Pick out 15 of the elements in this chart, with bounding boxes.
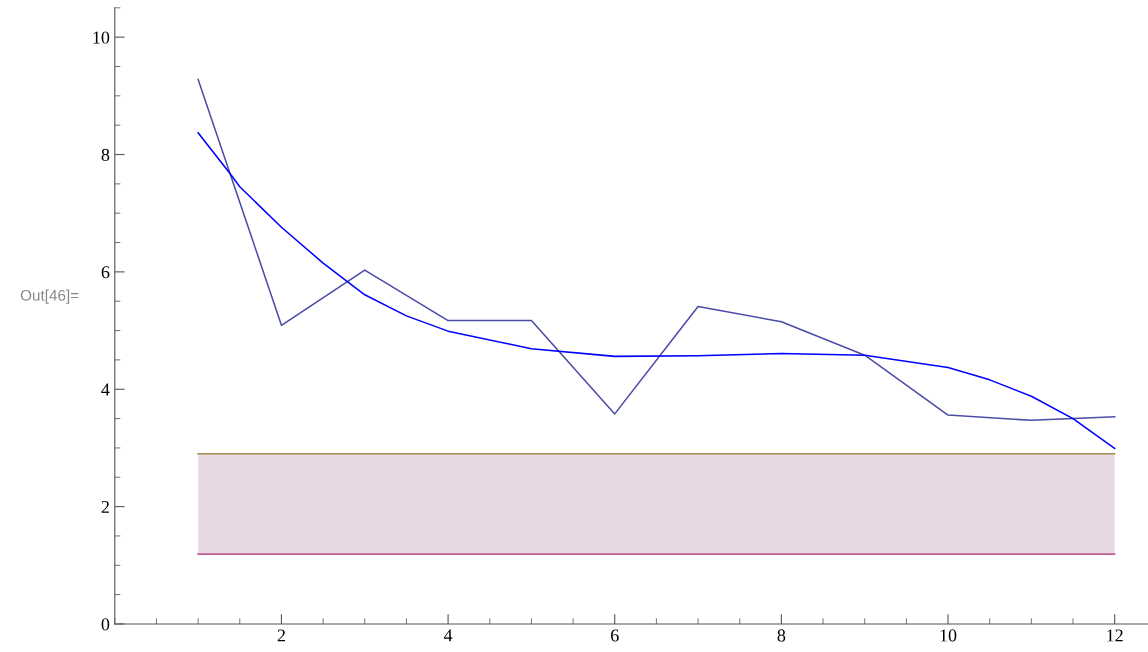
y-tick-label: 8 (101, 148, 110, 161)
x-tick-label: 2 (277, 629, 285, 642)
x-tick-label: 4 (443, 629, 453, 642)
text: Out[46]= (20, 289, 79, 304)
y-tick-label: 10 (93, 31, 110, 44)
x-tick-label: 6 (611, 629, 619, 642)
y-tick-label: 2 (101, 500, 109, 513)
x-tick-label: 10 (940, 629, 957, 642)
line-series (197, 78, 1116, 422)
x-tick-label: 12 (1107, 629, 1123, 642)
y-tick-label: 4 (101, 383, 110, 396)
y-tick-label: 0 (101, 618, 110, 631)
x-tick-label: 8 (777, 629, 786, 642)
y-tick-label: 6 (101, 266, 110, 279)
line-series (197, 132, 1116, 450)
